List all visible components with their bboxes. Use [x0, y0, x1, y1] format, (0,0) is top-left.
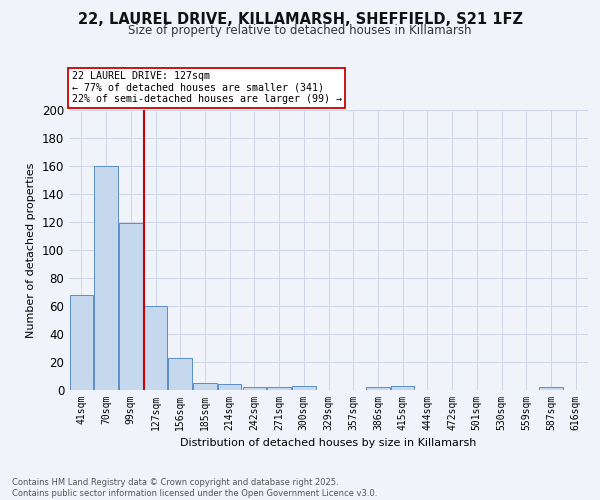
Bar: [169, 358, 192, 390]
Text: Size of property relative to detached houses in Killamarsh: Size of property relative to detached ho…: [128, 24, 472, 37]
Y-axis label: Number of detached properties: Number of detached properties: [26, 162, 36, 338]
Bar: [144, 306, 167, 390]
Bar: [366, 387, 389, 390]
X-axis label: Distribution of detached houses by size in Killamarsh: Distribution of detached houses by size …: [181, 438, 476, 448]
Text: 22 LAUREL DRIVE: 127sqm
← 77% of detached houses are smaller (341)
22% of semi-d: 22 LAUREL DRIVE: 127sqm ← 77% of detache…: [71, 71, 341, 104]
Bar: [292, 386, 316, 390]
Bar: [268, 387, 291, 390]
Bar: [218, 384, 241, 390]
Bar: [242, 387, 266, 390]
Bar: [70, 295, 93, 390]
Text: 22, LAUREL DRIVE, KILLAMARSH, SHEFFIELD, S21 1FZ: 22, LAUREL DRIVE, KILLAMARSH, SHEFFIELD,…: [77, 12, 523, 28]
Bar: [539, 387, 563, 390]
Bar: [391, 386, 415, 390]
Bar: [119, 224, 143, 390]
Bar: [94, 166, 118, 390]
Text: Contains HM Land Registry data © Crown copyright and database right 2025.
Contai: Contains HM Land Registry data © Crown c…: [12, 478, 377, 498]
Bar: [193, 383, 217, 390]
